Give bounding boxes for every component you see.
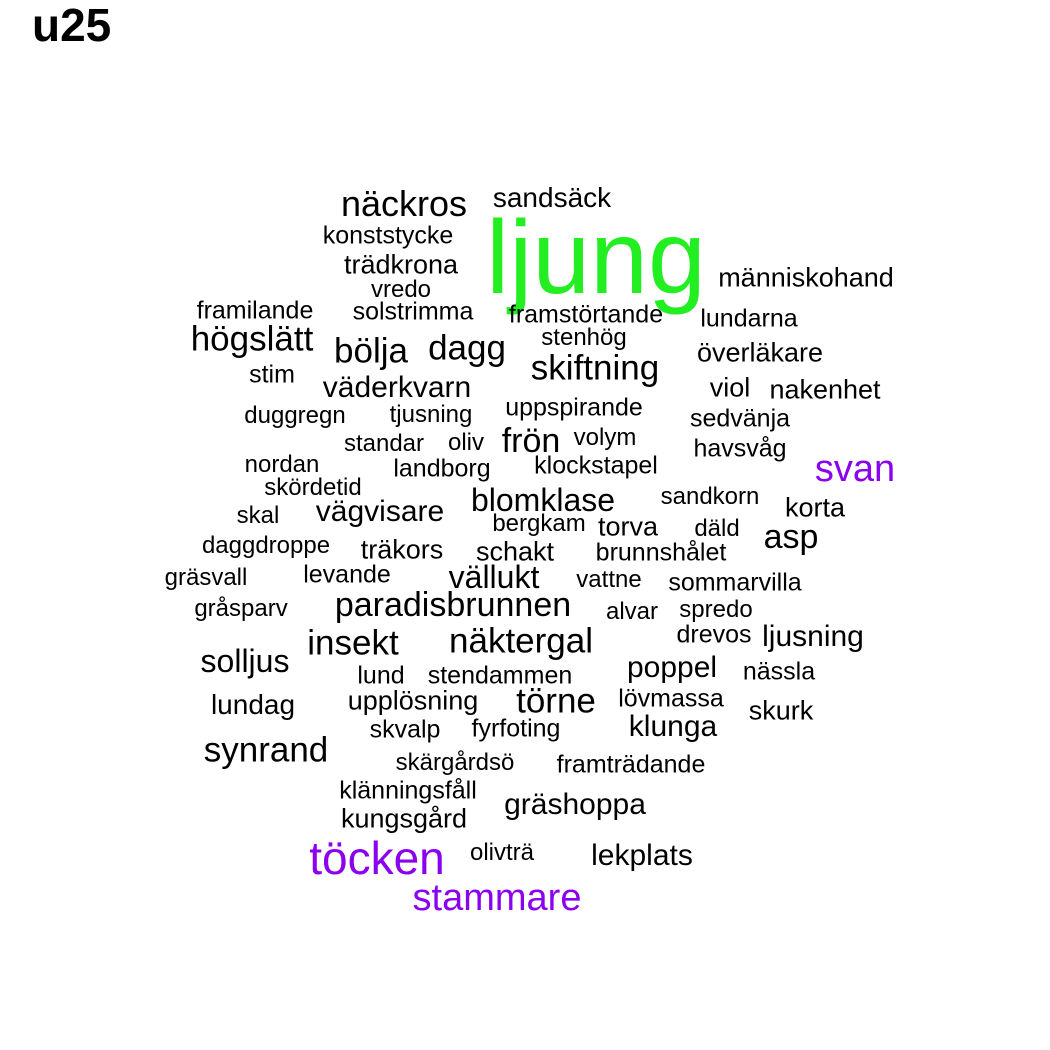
cloud-word: solljus bbox=[200, 643, 290, 679]
cloud-word: ljung bbox=[486, 200, 706, 316]
cloud-word: torva bbox=[597, 511, 659, 542]
cloud-word: brunnshålet bbox=[595, 538, 727, 567]
cloud-word: gräshoppa bbox=[504, 788, 646, 821]
cloud-word: kungsgård bbox=[340, 803, 468, 834]
cloud-word: poppel bbox=[626, 651, 718, 684]
cloud-word: näktergal bbox=[449, 621, 593, 661]
cloud-word: konststycke bbox=[322, 221, 454, 250]
cloud-word: viol bbox=[709, 372, 751, 403]
cloud-word: ljusning bbox=[762, 620, 864, 653]
cloud-word: standar bbox=[343, 430, 425, 457]
cloud-word: volym bbox=[573, 424, 637, 451]
cloud-word: solstrimma bbox=[352, 297, 474, 326]
cloud-word: skal bbox=[236, 502, 280, 529]
cloud-word: tjusning bbox=[389, 401, 473, 428]
cloud-word: skurk bbox=[748, 695, 814, 726]
cloud-word: gräsvall bbox=[164, 564, 248, 591]
cloud-word: näckros bbox=[340, 183, 468, 224]
cloud-word: lövmassa bbox=[618, 684, 724, 713]
page-title: u25 bbox=[32, 0, 112, 51]
cloud-word: asp bbox=[763, 518, 819, 556]
cloud-word: klunga bbox=[628, 710, 718, 743]
cloud-word: träkors bbox=[360, 534, 444, 565]
cloud-word: sedvänja bbox=[689, 404, 791, 433]
cloud-word: vattne bbox=[576, 566, 642, 593]
cloud-word: nordan bbox=[244, 451, 320, 478]
cloud-word: upplösning bbox=[347, 685, 479, 716]
cloud-word: överläkare bbox=[696, 337, 824, 368]
cloud-word: paradisbrunnen bbox=[334, 586, 572, 624]
cloud-word: stammare bbox=[412, 877, 582, 919]
cloud-word: korta bbox=[784, 492, 846, 523]
cloud-word: vredo bbox=[370, 276, 432, 303]
cloud-word: klänningsfåll bbox=[339, 776, 477, 805]
cloud-word: lundarna bbox=[700, 304, 798, 333]
cloud-word: människohand bbox=[718, 262, 894, 293]
cloud-word: dagg bbox=[428, 328, 506, 368]
cloud-word: fyrfoting bbox=[471, 714, 561, 743]
cloud-word: havsvåg bbox=[693, 434, 787, 463]
cloud-word: svan bbox=[814, 448, 896, 490]
cloud-word: nakenhet bbox=[769, 374, 881, 405]
cloud-word: duggregn bbox=[244, 402, 346, 429]
cloud-word: framträdande bbox=[556, 750, 706, 779]
cloud-word: stenhög bbox=[541, 324, 627, 351]
cloud-word: insekt bbox=[307, 623, 399, 663]
cloud-word: schakt bbox=[475, 536, 555, 567]
cloud-word: blomklase bbox=[470, 482, 616, 518]
cloud-word: törne bbox=[516, 681, 596, 721]
cloud-word: levande bbox=[303, 560, 391, 589]
cloud-word: framstörtande bbox=[508, 300, 664, 329]
cloud-word: bölja bbox=[334, 331, 408, 371]
cloud-word: trädkrona bbox=[343, 249, 459, 280]
cloud-word: synrand bbox=[203, 730, 329, 770]
cloud-word: oliv bbox=[447, 429, 485, 456]
cloud-word: klockstapel bbox=[534, 451, 658, 480]
cloud-word: sommarvilla bbox=[668, 568, 802, 597]
cloud-word: vägvisare bbox=[315, 495, 445, 528]
cloud-word: lundag bbox=[210, 689, 296, 720]
cloud-word: skiftning bbox=[530, 348, 660, 388]
cloud-word: uppspirande bbox=[505, 393, 643, 422]
cloud-word: stim bbox=[249, 360, 295, 389]
cloud-word: väderkvarn bbox=[322, 371, 472, 404]
cloud-word: vällukt bbox=[448, 559, 540, 595]
cloud-word: skärgårdsö bbox=[395, 749, 515, 776]
cloud-word: spredo bbox=[679, 596, 753, 623]
cloud-word: frön bbox=[501, 422, 561, 460]
cloud-word: lund bbox=[357, 661, 405, 690]
cloud-word: alvar bbox=[605, 598, 659, 625]
cloud-word: stendammen bbox=[427, 661, 573, 690]
cloud-word: däld bbox=[694, 515, 740, 542]
cloud-word: nässla bbox=[742, 657, 816, 686]
cloud-word: gråsparv bbox=[194, 595, 288, 622]
cloud-word: drevos bbox=[676, 620, 752, 649]
cloud-word: sandsäck bbox=[492, 182, 612, 213]
cloud-word: landborg bbox=[393, 454, 491, 483]
cloud-word: töcken bbox=[309, 832, 445, 884]
cloud-word: framilande bbox=[196, 296, 314, 325]
cloud-word: olivträ bbox=[469, 839, 535, 866]
cloud-word: skördetid bbox=[264, 474, 362, 501]
cloud-word: högslätt bbox=[190, 319, 314, 359]
cloud-word: skvalp bbox=[369, 715, 441, 744]
cloud-word: bergkam bbox=[492, 510, 586, 537]
cloud-word: sandkorn bbox=[660, 483, 760, 510]
cloud-word: lekplats bbox=[591, 839, 693, 872]
cloud-word: daggdroppe bbox=[201, 532, 331, 559]
